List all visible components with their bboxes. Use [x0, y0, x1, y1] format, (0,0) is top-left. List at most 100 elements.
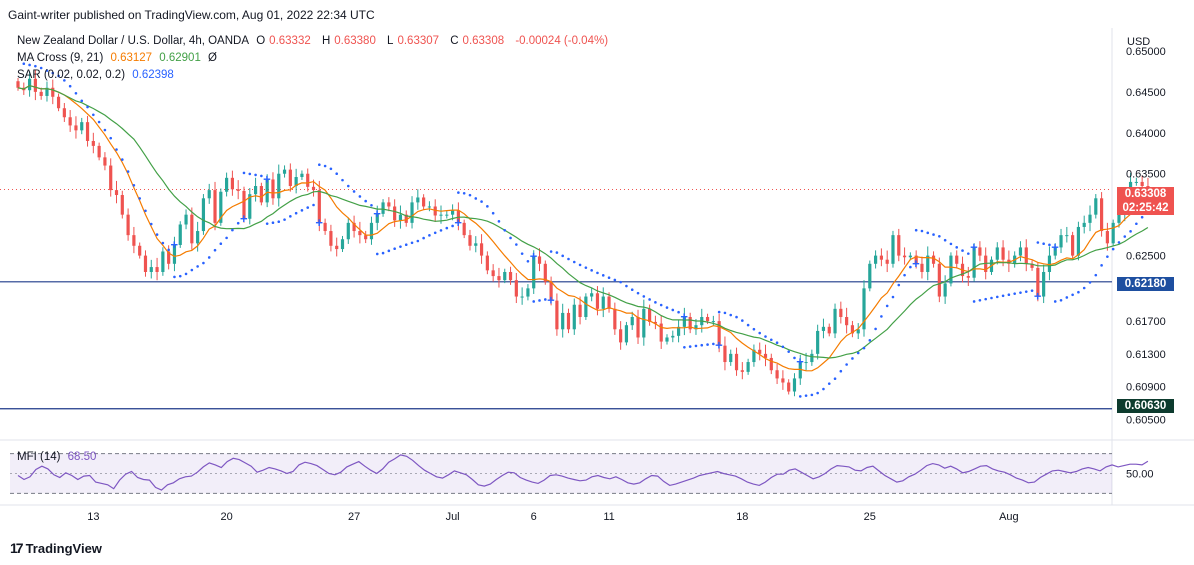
sar-dot — [254, 173, 257, 177]
candle-body — [572, 304, 576, 330]
candle-body — [1018, 247, 1023, 256]
sar-dot — [1001, 294, 1005, 298]
sar-dot — [688, 345, 692, 348]
support-price-tag: 0.62180 — [1117, 277, 1174, 291]
sar-dot — [967, 252, 970, 255]
candle-body — [694, 325, 698, 330]
sar-dot — [654, 301, 657, 304]
candle-body — [451, 210, 455, 215]
candle-body — [763, 353, 768, 358]
sar-dot — [978, 298, 982, 302]
candle-body — [213, 190, 217, 223]
sar-dot — [816, 391, 819, 395]
candle-body — [543, 263, 547, 282]
sar-dot — [404, 243, 408, 246]
sar-dot — [874, 327, 877, 331]
candle-body — [1105, 231, 1109, 244]
candle-body — [85, 122, 90, 141]
candle-body — [1140, 181, 1144, 187]
price-tick-label: 0.64000 — [1126, 128, 1166, 140]
sar-dot — [532, 300, 536, 303]
candle-body — [508, 271, 513, 281]
sar-dot — [723, 311, 727, 315]
sar-dot — [578, 263, 582, 267]
sar-dot — [758, 331, 762, 335]
sar-dot — [938, 234, 941, 238]
sar-dot — [955, 246, 959, 249]
sar-reversal-marker: + — [970, 239, 978, 254]
candle-body — [810, 353, 814, 363]
tradingview-logo[interactable]: 17 TradingView — [10, 540, 102, 556]
sar-dot — [897, 283, 901, 287]
candle-body — [995, 247, 999, 260]
candle-body — [1082, 222, 1086, 227]
candle-body — [1001, 247, 1005, 260]
sar-dot — [706, 343, 709, 346]
candle-body — [103, 157, 107, 166]
price-tick-label: 0.60900 — [1126, 382, 1166, 394]
publisher-line: Gaint-writer published on TradingView.co… — [8, 8, 375, 22]
legend-ma-row: MA Cross (9, 21) 0.63127 0.62901 Ø — [17, 52, 221, 64]
sar-dot — [468, 193, 472, 197]
candle-body — [653, 321, 657, 324]
candle-body — [271, 179, 275, 199]
legend-symbol-row: New Zealand Dollar / U.S. Dollar, 4h, OA… — [17, 35, 612, 47]
sar-dot — [1082, 286, 1086, 290]
mfi-line — [17, 454, 1149, 491]
candle-body — [787, 382, 791, 392]
sar-dot — [144, 209, 147, 213]
sar-dot — [555, 251, 559, 254]
sar-dot — [926, 231, 930, 235]
sar-dot — [422, 236, 425, 240]
time-tick-label: 13 — [87, 511, 99, 523]
sar-dot — [567, 257, 570, 261]
sar-dot — [1117, 241, 1121, 244]
sar-dot — [167, 248, 170, 252]
sar-dot — [364, 199, 367, 203]
sar-dot — [1053, 300, 1057, 303]
time-tick-label: 18 — [736, 511, 748, 523]
candle-countdown: 02:25:42 — [1122, 202, 1169, 214]
sar-dot — [121, 158, 124, 161]
candle-body — [74, 125, 78, 131]
candle-body — [514, 280, 518, 297]
candle-body — [1024, 247, 1028, 264]
candle-body — [253, 186, 258, 195]
horizontal-levels — [0, 188, 1112, 410]
sar-dot — [155, 233, 159, 236]
sar-dot — [306, 206, 310, 209]
candle-body — [874, 255, 878, 264]
candle-body — [149, 267, 153, 272]
candle-body — [56, 96, 61, 109]
candle-body — [688, 317, 692, 330]
sar-dot — [428, 234, 431, 237]
candle-body — [584, 296, 588, 318]
sar-dot — [219, 242, 223, 246]
ma-extra: Ø — [208, 52, 217, 64]
candle-body — [364, 235, 368, 240]
sar-dot — [1088, 281, 1092, 284]
candle-body — [937, 263, 941, 297]
candle-body — [1042, 271, 1046, 297]
candle-body — [433, 206, 437, 216]
pane-separators — [0, 28, 1194, 506]
sar-dot — [1036, 241, 1040, 244]
candle-body — [1071, 235, 1075, 256]
sar-dot — [242, 171, 246, 175]
sar-dot — [491, 211, 495, 215]
sar-reversal-marker: + — [715, 338, 723, 353]
price-tick-label: 0.63500 — [1126, 169, 1166, 181]
candle-body — [1036, 267, 1040, 297]
sar-dot — [387, 249, 391, 253]
sar-dot — [851, 357, 854, 360]
sar-dot — [1106, 255, 1109, 258]
candle-body — [196, 231, 200, 244]
candle-body — [798, 362, 802, 379]
sar-dot — [764, 335, 767, 338]
candle-body — [827, 326, 831, 334]
sar-dot — [538, 299, 541, 302]
sar-dot — [526, 259, 530, 263]
mfi-label: MFI (14) — [17, 451, 61, 463]
